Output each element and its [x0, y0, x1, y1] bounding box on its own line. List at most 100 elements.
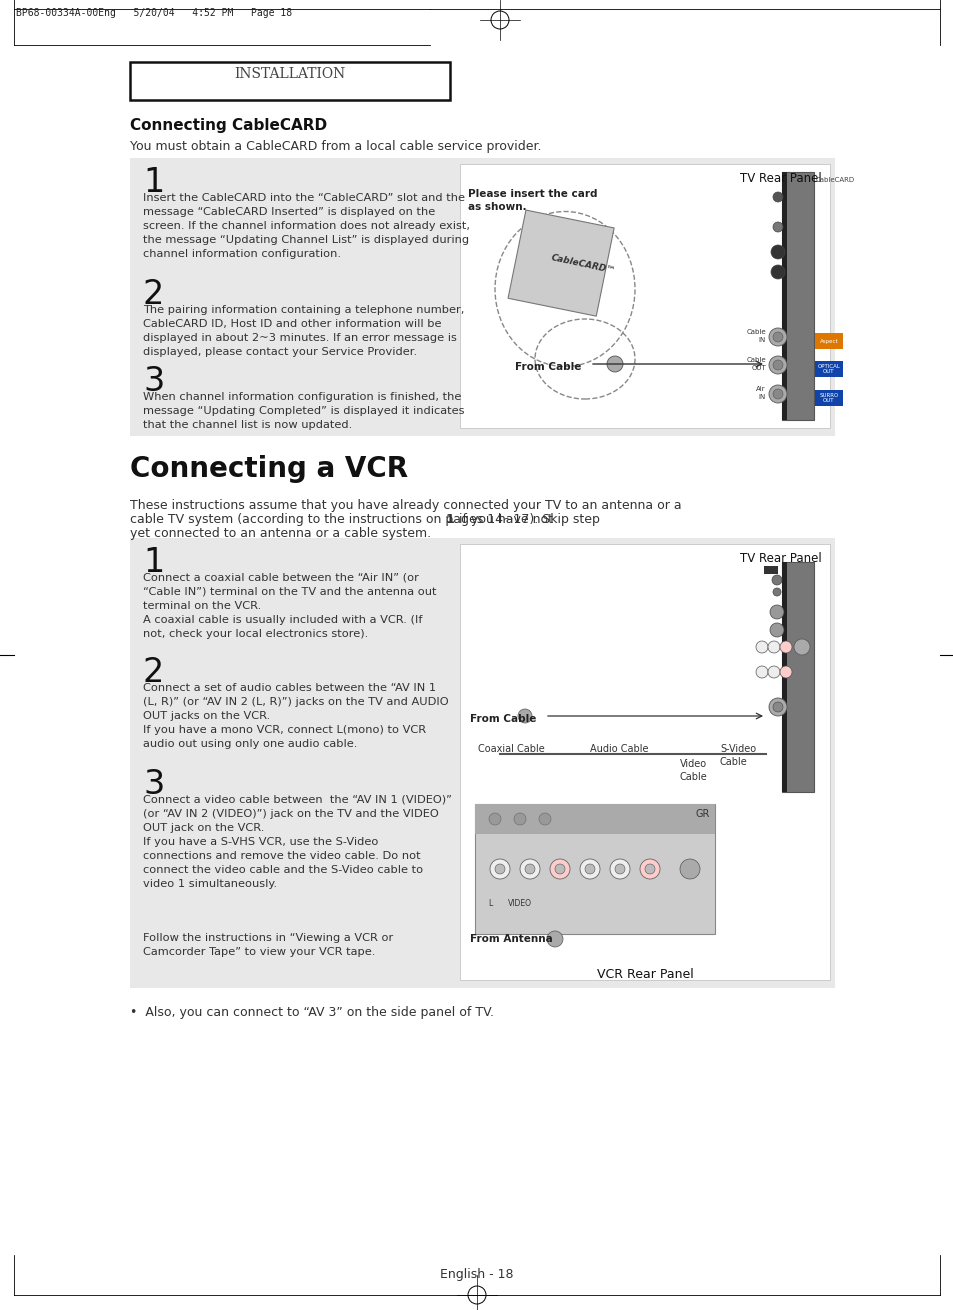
Circle shape: [639, 859, 659, 879]
Text: SURRO
OUT: SURRO OUT: [819, 393, 838, 403]
Circle shape: [767, 665, 780, 679]
Text: Cable
IN: Cable IN: [745, 329, 765, 343]
Circle shape: [771, 575, 781, 586]
Text: Connect a set of audio cables between the “AV IN 1
(L, R)” (or “AV IN 2 (L, R)”): Connect a set of audio cables between th…: [143, 683, 448, 749]
Text: VIDEO: VIDEO: [507, 899, 532, 908]
Text: 2: 2: [143, 656, 164, 689]
Text: VCR Rear Panel: VCR Rear Panel: [596, 968, 693, 981]
Bar: [130, 62, 450, 100]
Circle shape: [755, 641, 767, 652]
Circle shape: [519, 859, 539, 879]
Circle shape: [780, 641, 791, 652]
Circle shape: [546, 931, 562, 947]
Text: Video
Cable: Video Cable: [679, 758, 707, 782]
Circle shape: [606, 356, 622, 372]
Text: You must obtain a CableCARD from a local cable service provider.: You must obtain a CableCARD from a local…: [130, 140, 541, 153]
Text: 1: 1: [446, 514, 455, 527]
Text: Aspect: Aspect: [819, 338, 838, 343]
Circle shape: [772, 702, 782, 713]
Text: BP68-00334A-00Eng   5/20/04   4:52 PM   Page 18: BP68-00334A-00Eng 5/20/04 4:52 PM Page 1…: [16, 8, 292, 18]
Text: if you have not: if you have not: [455, 514, 553, 527]
Circle shape: [609, 859, 629, 879]
Bar: [459, 544, 829, 980]
Text: Coaxial Cable: Coaxial Cable: [477, 744, 544, 755]
Text: These instructions assume that you have already connected your TV to an antenna : These instructions assume that you have …: [130, 499, 680, 512]
Circle shape: [772, 389, 782, 400]
Circle shape: [524, 865, 535, 874]
Circle shape: [768, 356, 786, 373]
Circle shape: [768, 385, 786, 403]
Text: 1: 1: [143, 546, 164, 579]
Circle shape: [514, 814, 525, 825]
Bar: [814, 333, 842, 348]
Circle shape: [768, 698, 786, 717]
Circle shape: [517, 709, 532, 723]
Circle shape: [769, 605, 783, 620]
Bar: [475, 804, 714, 934]
Bar: [475, 804, 714, 834]
Text: When channel information configuration is finished, the
message “Updating Comple: When channel information configuration i…: [143, 392, 464, 430]
Text: •  Also, you can connect to “AV 3” on the side panel of TV.: • Also, you can connect to “AV 3” on the…: [130, 1006, 494, 1019]
Bar: [781, 562, 786, 793]
Text: TV Rear Panel: TV Rear Panel: [740, 552, 821, 565]
Circle shape: [772, 331, 782, 342]
Circle shape: [550, 859, 569, 879]
Bar: [508, 210, 614, 316]
Text: cable TV system (according to the instructions on pages 14~17). Skip step: cable TV system (according to the instru…: [130, 514, 603, 527]
Circle shape: [772, 360, 782, 369]
Text: Air
IN: Air IN: [756, 386, 765, 400]
Text: Follow the instructions in “Viewing a VCR or
Camcorder Tape” to view your VCR ta: Follow the instructions in “Viewing a VC…: [143, 933, 393, 958]
Text: Connect a video cable between  the “AV IN 1 (VIDEO)”
(or “AV IN 2 (VIDEO)”) jack: Connect a video cable between the “AV IN…: [143, 795, 452, 889]
Circle shape: [768, 328, 786, 346]
Circle shape: [538, 814, 551, 825]
Bar: [814, 362, 842, 377]
Text: Cable
OUT: Cable OUT: [745, 358, 765, 371]
Circle shape: [767, 641, 780, 652]
Circle shape: [770, 245, 784, 259]
Text: Connect a coaxial cable between the “Air IN” (or
“Cable IN”) terminal on the TV : Connect a coaxial cable between the “Air…: [143, 572, 436, 639]
Text: From Cable: From Cable: [515, 362, 580, 372]
Text: yet connected to an antenna or a cable system.: yet connected to an antenna or a cable s…: [130, 527, 431, 540]
Text: English - 18: English - 18: [439, 1268, 514, 1281]
Text: 3: 3: [143, 365, 164, 398]
Text: TV Rear Panel: TV Rear Panel: [740, 172, 821, 185]
Circle shape: [495, 865, 504, 874]
Circle shape: [793, 639, 809, 655]
Text: L: L: [487, 899, 492, 908]
Bar: [781, 562, 813, 793]
Circle shape: [489, 814, 500, 825]
Text: 1: 1: [143, 166, 164, 199]
Text: Please insert the card
as shown.: Please insert the card as shown.: [468, 189, 597, 212]
Text: The pairing information containing a telephone number,
CableCARD ID, Host ID and: The pairing information containing a tel…: [143, 305, 464, 358]
Text: CableCARD™: CableCARD™: [550, 254, 616, 276]
Circle shape: [490, 859, 510, 879]
Bar: [781, 172, 813, 421]
Text: OPTICAL
OUT: OPTICAL OUT: [817, 364, 840, 375]
Bar: [459, 164, 829, 428]
Circle shape: [780, 665, 791, 679]
Circle shape: [769, 624, 783, 637]
Text: GR: GR: [695, 810, 709, 819]
Circle shape: [579, 859, 599, 879]
Text: Audio Cable: Audio Cable: [589, 744, 648, 755]
Bar: [130, 538, 834, 988]
Text: Connecting a VCR: Connecting a VCR: [130, 455, 408, 483]
Text: 3: 3: [143, 768, 164, 800]
Text: Connecting CableCARD: Connecting CableCARD: [130, 118, 327, 134]
Circle shape: [755, 665, 767, 679]
Text: INSTALLATION: INSTALLATION: [234, 67, 345, 81]
Circle shape: [770, 265, 784, 279]
Bar: [814, 390, 842, 406]
Bar: [763, 566, 778, 574]
Circle shape: [679, 859, 700, 879]
Circle shape: [615, 865, 624, 874]
Circle shape: [584, 865, 595, 874]
Circle shape: [555, 865, 564, 874]
Circle shape: [772, 221, 782, 232]
Circle shape: [772, 588, 781, 596]
Text: From Antenna: From Antenna: [470, 934, 552, 945]
Text: CableCARD: CableCARD: [815, 177, 854, 183]
Text: S-Video
Cable: S-Video Cable: [720, 744, 756, 768]
Bar: [130, 159, 834, 436]
Circle shape: [644, 865, 655, 874]
